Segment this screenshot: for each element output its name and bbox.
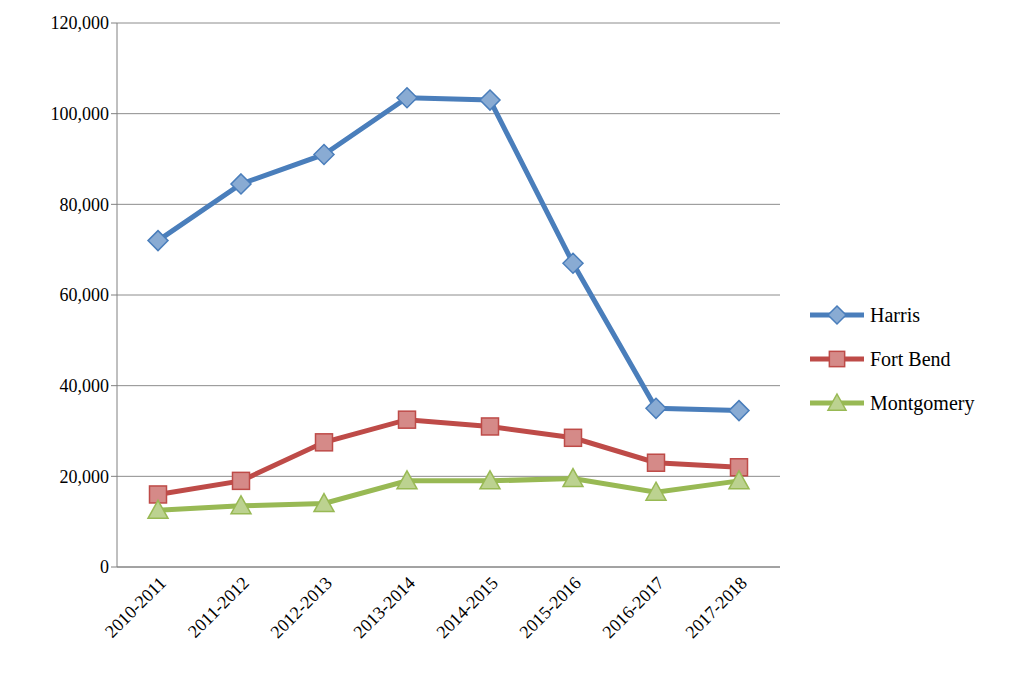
- svg-text:2013-2014: 2013-2014: [350, 573, 419, 642]
- svg-text:2016-2017: 2016-2017: [599, 573, 668, 642]
- svg-text:40,000: 40,000: [60, 376, 110, 396]
- svg-text:2014-2015: 2014-2015: [433, 573, 502, 642]
- svg-text:2017-2018: 2017-2018: [682, 573, 751, 642]
- svg-text:80,000: 80,000: [60, 195, 110, 215]
- html-text:Montgomery: Montgomery: [870, 391, 975, 414]
- svg-text:20,000: 20,000: [60, 467, 110, 487]
- svg-text:2011-2012: 2011-2012: [184, 573, 253, 642]
- svg-text:100,000: 100,000: [51, 104, 110, 124]
- svg-text:120,000: 120,000: [51, 13, 110, 33]
- svg-text:2012-2013: 2012-2013: [267, 573, 336, 642]
- svg-text:2010-2011: 2010-2011: [101, 573, 170, 642]
- svg-text:0: 0: [100, 557, 109, 577]
- svg-text:2015-2016: 2015-2016: [516, 573, 585, 642]
- html-text:Harris: Harris: [870, 303, 920, 326]
- html-text:Fort Bend: Fort Bend: [870, 347, 951, 370]
- svg-text:60,000: 60,000: [60, 285, 110, 305]
